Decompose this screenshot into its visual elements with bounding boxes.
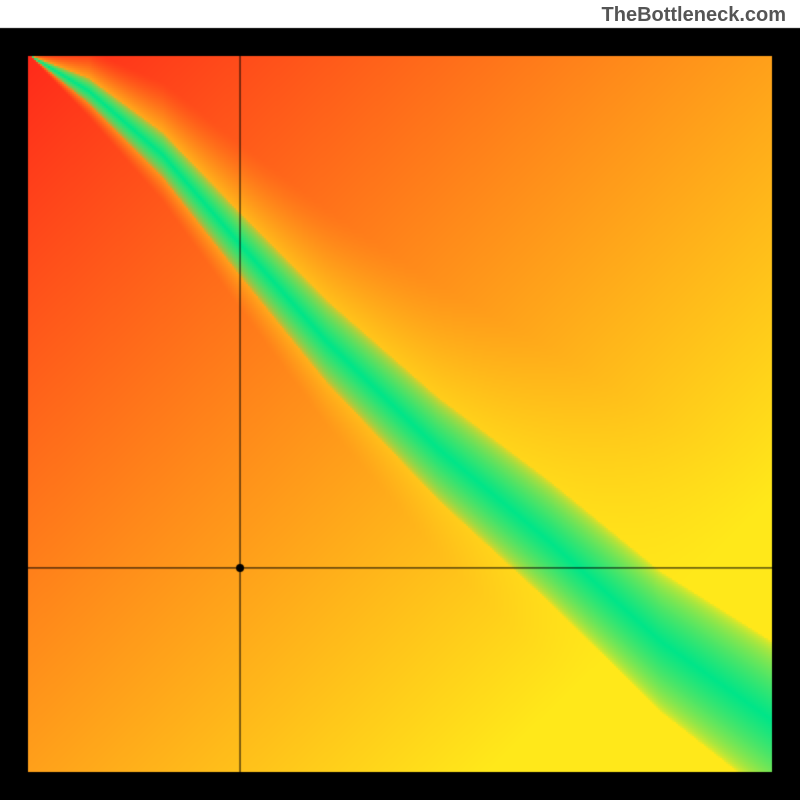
watermark-text: TheBottleneck.com [602,4,786,27]
chart-container: TheBottleneck.com [0,0,800,800]
bottleneck-heatmap-canvas [0,0,800,800]
